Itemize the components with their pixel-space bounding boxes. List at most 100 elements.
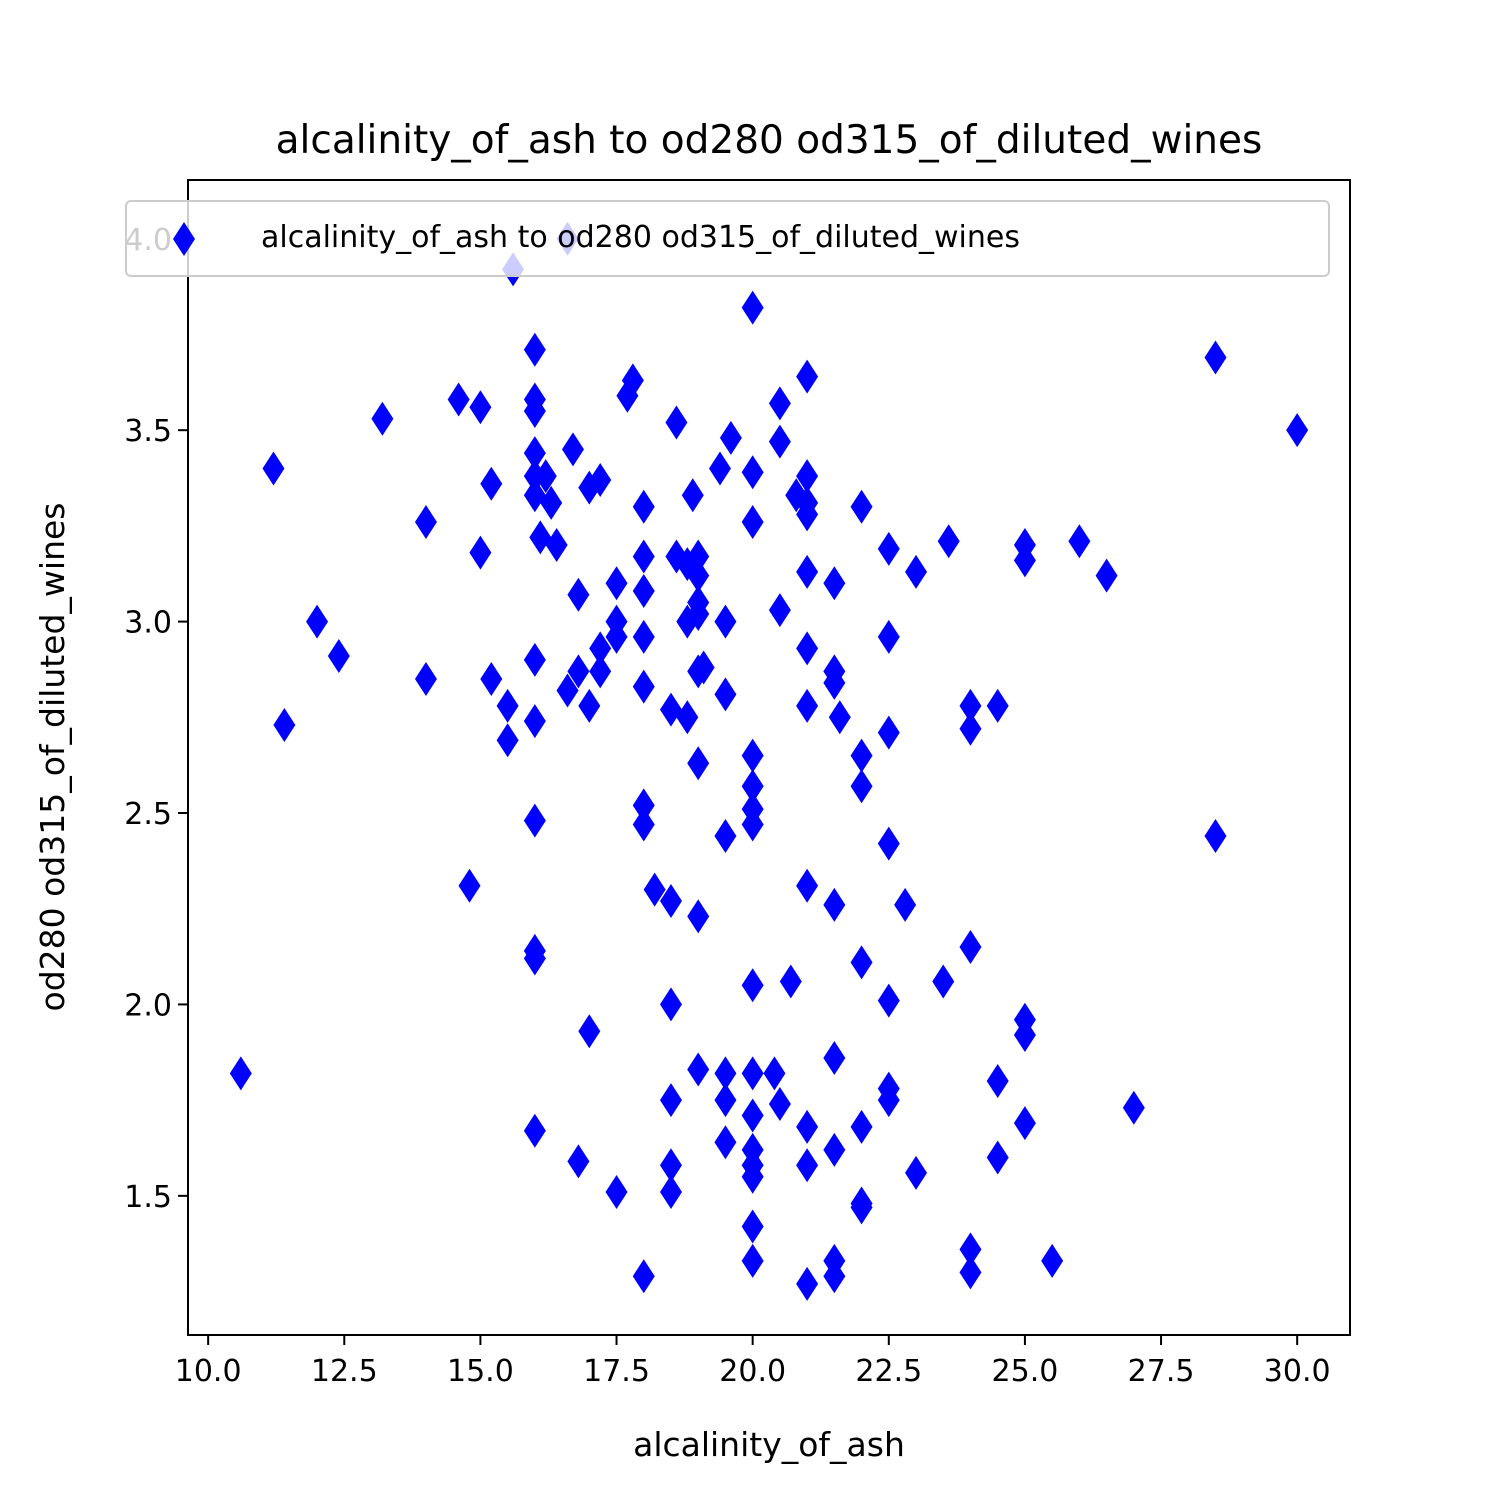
data-point [796, 631, 819, 666]
data-point [714, 604, 737, 639]
data-point [681, 478, 704, 513]
data-point [1095, 558, 1118, 593]
data-point [796, 1266, 819, 1301]
data-point [986, 1140, 1009, 1175]
data-point [1204, 818, 1227, 853]
data-points [229, 221, 1309, 1301]
data-point [605, 1175, 628, 1210]
data-point [687, 558, 710, 593]
data-point [605, 619, 628, 654]
data-point [529, 520, 552, 555]
data-point [741, 968, 764, 1003]
data-point [687, 1052, 710, 1087]
data-point [796, 1109, 819, 1144]
data-point [986, 1063, 1009, 1098]
data-point [589, 462, 612, 497]
data-point [959, 1255, 982, 1290]
data-point [659, 1083, 682, 1118]
data-point [796, 868, 819, 903]
data-point [469, 390, 492, 425]
data-point [894, 887, 917, 922]
data-point [523, 803, 546, 838]
data-point [1068, 524, 1091, 559]
data-point [714, 1083, 737, 1118]
data-point [523, 642, 546, 677]
data-point [659, 1175, 682, 1210]
data-point [676, 700, 699, 735]
data-point [796, 1148, 819, 1183]
data-point [905, 554, 928, 589]
data-point [768, 1086, 791, 1121]
data-point [741, 769, 764, 804]
data-point [741, 807, 764, 842]
data-point [959, 711, 982, 746]
data-point [1041, 1243, 1064, 1278]
data-point [371, 401, 394, 436]
y-axis-label: od280 od315_of_diluted_wines [33, 502, 72, 1011]
data-point [687, 746, 710, 781]
data-point [687, 596, 710, 631]
data-point [458, 868, 481, 903]
data-point [796, 497, 819, 532]
data-point [741, 455, 764, 490]
data-point [741, 1098, 764, 1133]
data-point [545, 528, 568, 563]
data-point [589, 631, 612, 666]
data-point [632, 807, 655, 842]
data-point [850, 945, 873, 980]
data-point [567, 654, 590, 689]
data-point [523, 394, 546, 429]
data-point [741, 1209, 764, 1244]
data-point [823, 887, 846, 922]
x-tick-label: 27.5 [1128, 1354, 1195, 1389]
data-point [741, 1056, 764, 1091]
data-point [1286, 413, 1309, 448]
data-point [877, 531, 900, 566]
data-point [1013, 1106, 1036, 1141]
data-point [523, 941, 546, 976]
y-tick-label: 2.5 [124, 797, 172, 832]
data-point [632, 1259, 655, 1294]
legend: alcalinity_of_ash to od280 od315_of_dilu… [125, 200, 1330, 277]
data-point [796, 554, 819, 589]
data-point [828, 700, 851, 735]
data-point [523, 1113, 546, 1148]
data-point [523, 478, 546, 513]
data-point [534, 459, 557, 494]
data-point [687, 539, 710, 574]
data-point [480, 466, 503, 501]
data-point [692, 650, 715, 685]
data-point [741, 505, 764, 540]
data-point [578, 688, 601, 723]
data-point [496, 688, 519, 723]
data-point [779, 964, 802, 999]
data-point [823, 566, 846, 601]
data-point [469, 535, 492, 570]
data-point [561, 432, 584, 467]
data-point [823, 665, 846, 700]
data-point [823, 1132, 846, 1167]
data-point [632, 619, 655, 654]
x-tick-label: 17.5 [583, 1354, 650, 1389]
x-axis-label: alcalinity_of_ash [633, 1425, 905, 1464]
data-point [937, 524, 960, 559]
data-point [1013, 1018, 1036, 1053]
data-point [959, 688, 982, 723]
data-point [480, 662, 503, 697]
data-point [665, 405, 688, 440]
data-point [823, 1259, 846, 1294]
data-point [659, 987, 682, 1022]
data-point [447, 382, 470, 417]
data-point [763, 1056, 786, 1091]
data-point [327, 639, 350, 674]
data-point [959, 1232, 982, 1267]
data-point [850, 769, 873, 804]
data-point [1204, 340, 1227, 375]
data-point [714, 1056, 737, 1091]
data-point [687, 899, 710, 934]
data-point [741, 1159, 764, 1194]
data-point [986, 688, 1009, 723]
data-point [877, 619, 900, 654]
data-point [796, 459, 819, 494]
